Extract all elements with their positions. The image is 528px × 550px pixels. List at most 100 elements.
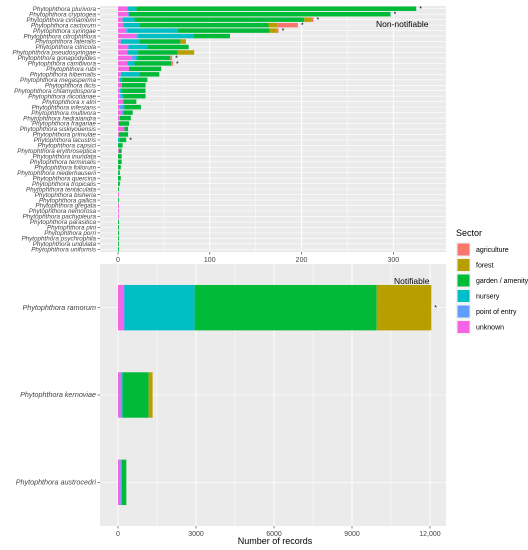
bar-phytophthora-inundata-garden-amenity [118,154,122,159]
bar-phytophthora-megasperma-garden-amenity [121,77,148,83]
legend-swatch-nursery [457,290,470,302]
significance-star: * [434,305,437,312]
y-tick-label: Phytophthora citricola [35,44,96,51]
bar-phytophthora-citrophthora-garden-amenity [193,33,230,39]
bar-phytophthora-ramorum-point-of-entry [123,284,125,331]
y-tick-label: Phytophthora infestans [32,104,97,111]
bar-phytophthora-megasperma-nursery [119,77,122,83]
x-tick-label: 0 [116,257,120,264]
bar-phytophthora-foliorum-garden-amenity [118,165,121,170]
y-tick-label: Phytophthora uniformis [31,246,97,253]
y-tick-label: Phytophthora bisheria [35,192,97,199]
bar-phytophthora-tropicalis-garden-amenity [118,181,120,186]
bar-phytophthora-hibernalis-nursery [120,72,140,77]
bar-phytophthora-chlamydospora-garden-amenity [121,88,146,93]
significance-star: * [419,6,422,13]
y-tick-label: Phytophthora nicotianae [28,93,96,100]
bar-phytophthora-gonapodyides-nursery [135,55,138,61]
bar-phytophthora-pseudosyringae-nursery [127,50,139,55]
bar-phytophthora-nicotianae-nursery [121,93,124,99]
bar-phytophthora-syringae-nursery [127,28,178,33]
significance-star: * [282,28,285,35]
bar-phytophthora-pseudosyringae-garden-amenity [138,50,178,55]
bar-phytophthora-hibernalis-garden-amenity [139,72,160,77]
bar-phytophthora-lateralis-garden-amenity [139,39,181,44]
bar-phytophthora-hibernalis-unknown [118,72,121,77]
bar-phytophthora-cactorum-forest [268,22,278,28]
y-tick-label: Phytophthora x alni [42,99,97,106]
bar-phytophthora-erythroseptica-unknown [118,148,119,154]
significance-star: * [316,17,319,24]
bar-phytophthora-tentaculata-garden-amenity [118,186,119,192]
bar-phytophthora-syringae-garden-amenity [177,28,270,33]
significance-star: * [129,137,132,144]
x-tick-label: 0 [116,531,120,538]
bar-phytophthora-multivora-garden-amenity [123,110,133,115]
bar-phytophthora-cryptogea-garden-amenity [129,11,391,17]
notifiable-panel: Phytophthora austrocedri Phytophthora ker… [16,264,446,538]
x-tick-label: 9000 [344,531,360,538]
bar-phytophthora-cactorum-agriculture [277,22,298,28]
y-tick-label: Phytophthora porri [44,230,96,237]
y-tick-label: Phytophthora erythroseptica [17,148,96,155]
y-tick-label: Phytophthora foliorum [34,164,96,171]
bar-phytophthora-citricola-nursery [129,44,148,50]
legend-label-agriculture: agriculture [476,247,509,254]
bar-phytophthora-kernoviae-nursery [121,372,123,418]
significance-star: * [175,55,178,62]
y-tick-label: Phytophthora inundata [33,154,97,161]
bar-phytophthora-lateralis-unknown [118,39,121,44]
y-tick-label: Phytophthora lateralis [35,39,97,46]
bar-phytophthora-cactorum-unknown [118,22,124,28]
bar-phytophthora-hedraiandra-unknown [118,115,120,121]
bar-phytophthora-lacustris-garden-amenity [119,137,127,143]
legend-label-forest: forest [476,263,494,270]
legend-title: Sector [456,228,482,238]
bar-phytophthora-gregata-unknown [118,203,119,208]
y-tick-label: Phytophthora ramorum [22,303,96,312]
bar-phytophthora-kernoviae-forest [148,372,153,418]
y-tick-label: Phytophthora hedraiandra [23,115,96,122]
legend-label-unknown: unknown [476,325,504,332]
x-tick-label: 200 [296,257,308,264]
bar-phytophthora-syringae-unknown [118,28,126,33]
bar-phytophthora-nemorosa-unknown [118,208,119,214]
bar-phytophthora-gonapodyides-unknown [118,55,132,61]
x-axis-title: Number of records [238,536,313,546]
legend-swatch-forest [457,259,470,271]
y-tick-label: Phytophthora cryptogea [29,11,96,18]
x-tick-label: 300 [387,257,399,264]
bar-phytophthora-syringae-forest [269,28,277,33]
bar-phytophthora-gallica-garden-amenity [118,197,119,203]
y-tick-label: Phytophthora syringae [33,28,97,35]
bar-phytophthora-gonapodyides-garden-amenity [137,55,171,61]
y-tick-label: Phytophthora parasitica [30,219,97,226]
y-tick-label: Phytophthora cambivora [28,61,97,68]
bar-phytophthora-austrocedri-unknown [118,459,121,506]
bar-phytophthora-cambivora-agriculture [171,61,174,66]
bar-phytophthora-nicotianae-unknown [118,93,120,99]
bar-phytophthora-pachypleura-unknown [118,214,119,219]
sector-legend: Sector agriculture forest garden / amenity… [456,228,528,335]
bar-phytophthora-quercina-garden-amenity [118,175,121,181]
bar-phytophthora-bisheria-unknown [118,192,119,197]
bar-phytophthora-ramorum-nursery [124,284,195,331]
bar-phytophthora-x-alni-garden-amenity [123,99,137,104]
bar-phytophthora-cryptogea-point-of-entry [127,11,130,17]
y-tick-label: Phytophthora siskiyouensis [20,126,97,133]
bar-phytophthora-kernoviae-garden-amenity [122,372,149,418]
bar-phytophthora-pseudosyringae-forest [177,50,195,55]
y-tick-label: Phytophthora hibernalis [30,72,97,79]
bar-phytophthora-multivora-unknown [118,110,122,115]
bar-phytophthora-syringae-agriculture [276,28,279,33]
bar-phytophthora-cryptogea-unknown [118,11,128,17]
bar-phytophthora-multivora-point-of-entry [121,110,124,115]
y-tick-label: Phytophthora austrocedri [16,478,97,487]
bar-phytophthora-citricola-garden-amenity [147,44,189,50]
legend-swatch-garden-amenity [457,274,470,287]
legend-label-garden-amenity: garden / amenity [476,278,528,285]
y-tick-label: Phytophthora citrophthora [24,33,97,40]
y-tick-label: Phytophthora quercina [33,175,97,182]
bar-phytophthora-cactorum-nursery [123,22,141,28]
